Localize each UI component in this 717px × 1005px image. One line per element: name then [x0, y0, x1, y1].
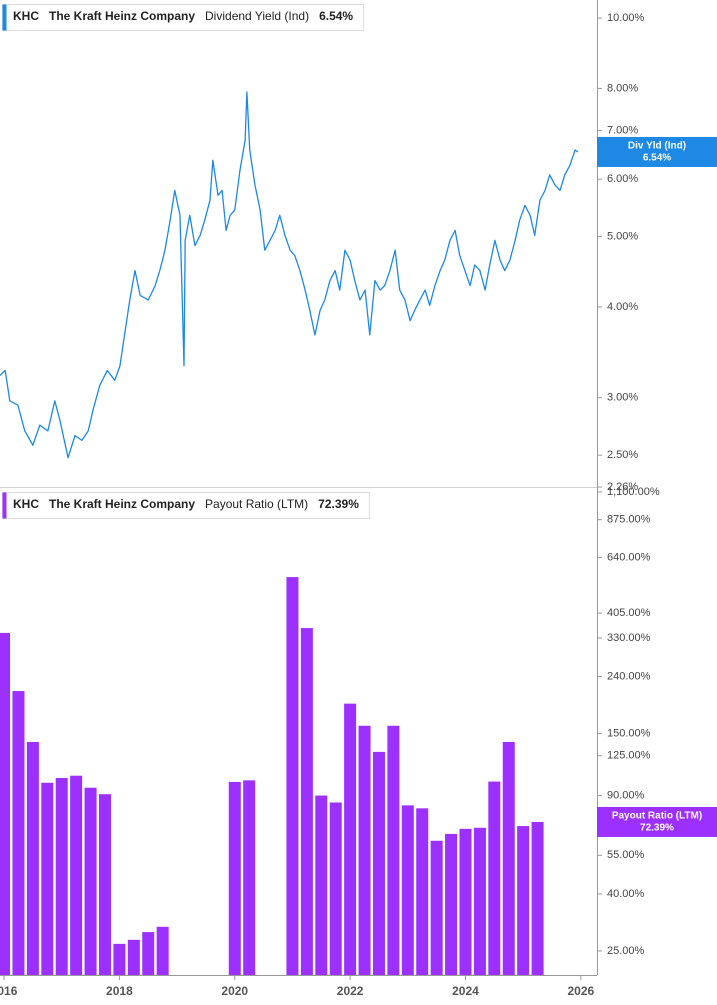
y-tick-label: 240.00% — [607, 670, 651, 682]
y-tick-label: 7.00% — [607, 124, 638, 136]
bar — [98, 794, 111, 975]
y-tick-label: 5.00% — [607, 231, 638, 243]
x-tick-label: 2016 — [0, 984, 18, 998]
bar — [329, 802, 342, 975]
x-tick-label: 2022 — [337, 984, 364, 998]
y-tick-label: 3.00% — [607, 392, 638, 404]
bar — [430, 840, 443, 975]
legend-value: 6.54% — [319, 9, 353, 23]
ticker: KHC — [13, 497, 39, 511]
y-tick-label: 2.50% — [607, 449, 638, 461]
bar — [387, 725, 400, 975]
bar — [243, 780, 256, 975]
bar — [315, 795, 328, 975]
bar — [300, 628, 313, 975]
legend-swatch — [2, 4, 7, 31]
y-tick-label: 2.26% — [607, 481, 638, 493]
y-tick-label: 4.00% — [607, 301, 638, 313]
legend-value: 72.39% — [318, 497, 359, 511]
y-tick-label: 8.00% — [607, 82, 638, 94]
bar — [26, 741, 39, 975]
bar — [12, 691, 25, 975]
x-tick-label: 2020 — [221, 984, 248, 998]
bar — [142, 932, 155, 975]
y-tick-label: 150.00% — [607, 727, 651, 739]
bar — [113, 943, 126, 975]
bar — [372, 751, 385, 975]
y-tick-label: 405.00% — [607, 607, 651, 619]
x-tick-label: 2018 — [106, 984, 133, 998]
company: The Kraft Heinz Company — [49, 497, 195, 511]
badge-label: Payout Ratio (LTM) — [612, 811, 702, 822]
legend-swatch — [2, 492, 7, 519]
legend-box — [2, 4, 365, 31]
bar — [401, 805, 414, 975]
y-tick-label: 125.00% — [607, 750, 651, 762]
bar — [127, 939, 140, 975]
line — [0, 91, 579, 459]
bar — [84, 787, 97, 975]
y-tick-label: 90.00% — [607, 789, 645, 801]
y-tick-label: 40.00% — [607, 888, 645, 900]
legend-box — [2, 492, 370, 519]
bar — [70, 775, 83, 975]
bar — [416, 808, 429, 975]
y-tick-label: 25.00% — [607, 945, 645, 957]
bar — [517, 826, 530, 975]
y-tick-label: 330.00% — [607, 632, 651, 644]
y-tick-label: 55.00% — [607, 849, 645, 861]
value-badge — [597, 806, 717, 837]
bar — [459, 828, 472, 975]
legend-label: Payout Ratio (LTM) — [205, 497, 308, 511]
bar — [0, 632, 11, 975]
badge-label: Div Yld (Ind) — [628, 141, 686, 152]
bar — [531, 821, 544, 975]
x-tick-label: 2024 — [452, 984, 479, 998]
plot-area — [0, 577, 544, 975]
bar — [344, 703, 357, 975]
bar — [286, 577, 299, 975]
bar — [41, 782, 54, 975]
x-tick-label: 2026 — [567, 984, 594, 998]
badge-value: 72.39% — [640, 823, 674, 834]
bar — [445, 833, 458, 975]
company: The Kraft Heinz Company — [49, 9, 195, 23]
y-tick-label: 10.00% — [607, 12, 645, 24]
y-tick-label: 6.00% — [607, 173, 638, 185]
plot-area — [0, 91, 579, 459]
y-tick-label: 875.00% — [607, 514, 651, 526]
bar — [488, 781, 501, 975]
legend-label: Dividend Yield (Ind) — [205, 9, 309, 23]
bar — [156, 926, 169, 975]
y-tick-label: 640.00% — [607, 552, 651, 564]
bar — [473, 827, 486, 975]
badge-value: 6.54% — [643, 153, 671, 164]
bar — [358, 725, 371, 975]
bar — [228, 781, 241, 975]
ticker: KHC — [13, 9, 39, 23]
bar — [55, 778, 68, 975]
bar — [502, 741, 515, 975]
value-badge — [597, 136, 717, 167]
y-tick-label: 1,100.00% — [607, 486, 660, 498]
